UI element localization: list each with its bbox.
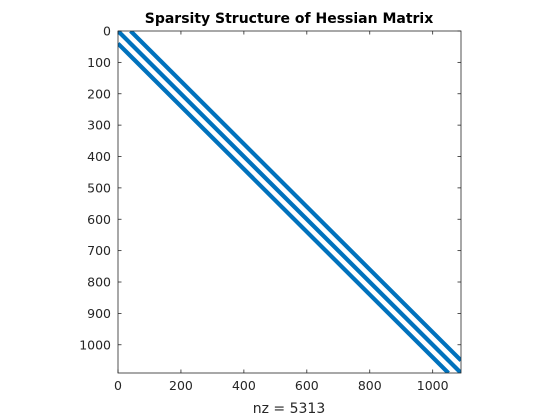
- x-tick-label: 0: [114, 378, 122, 393]
- x-tick-label: 400: [232, 378, 256, 393]
- y-tick-label: 100: [87, 55, 111, 70]
- y-tick-label: 600: [87, 212, 111, 227]
- y-tick-label: 200: [87, 86, 111, 101]
- diagonal-band-0: [118, 31, 461, 373]
- diagonal-band-2: [118, 42, 450, 373]
- x-axis-label: nz = 5313: [253, 401, 325, 417]
- x-tick-label: 200: [169, 378, 193, 393]
- axis-ticks: 0 200 400 600 800 1000 0 100 200 300 400 500 600 700 8…: [79, 24, 461, 393]
- y-tick-label: 700: [87, 243, 111, 258]
- y-tick-label: 800: [87, 275, 111, 290]
- y-tick-label: 900: [87, 306, 111, 321]
- sparsity-pattern: [118, 31, 461, 373]
- y-tick-label: 0: [103, 24, 111, 39]
- x-tick-label: 800: [358, 378, 382, 393]
- y-tick-label: 500: [87, 180, 111, 195]
- axes-box: [117, 30, 462, 374]
- x-tick-label: 1000: [417, 378, 449, 393]
- y-tick-label: 400: [87, 149, 111, 164]
- y-tick-label: 300: [87, 118, 111, 133]
- chart-title: Sparsity Structure of Hessian Matrix: [145, 11, 434, 27]
- plot-area: 0 200 400 600 800 1000 0 100 200 300 400 500 600 700 8…: [79, 24, 462, 393]
- y-tick-label: 1000: [79, 337, 111, 352]
- x-tick-label: 600: [295, 378, 319, 393]
- diagonal-band-1: [129, 31, 461, 362]
